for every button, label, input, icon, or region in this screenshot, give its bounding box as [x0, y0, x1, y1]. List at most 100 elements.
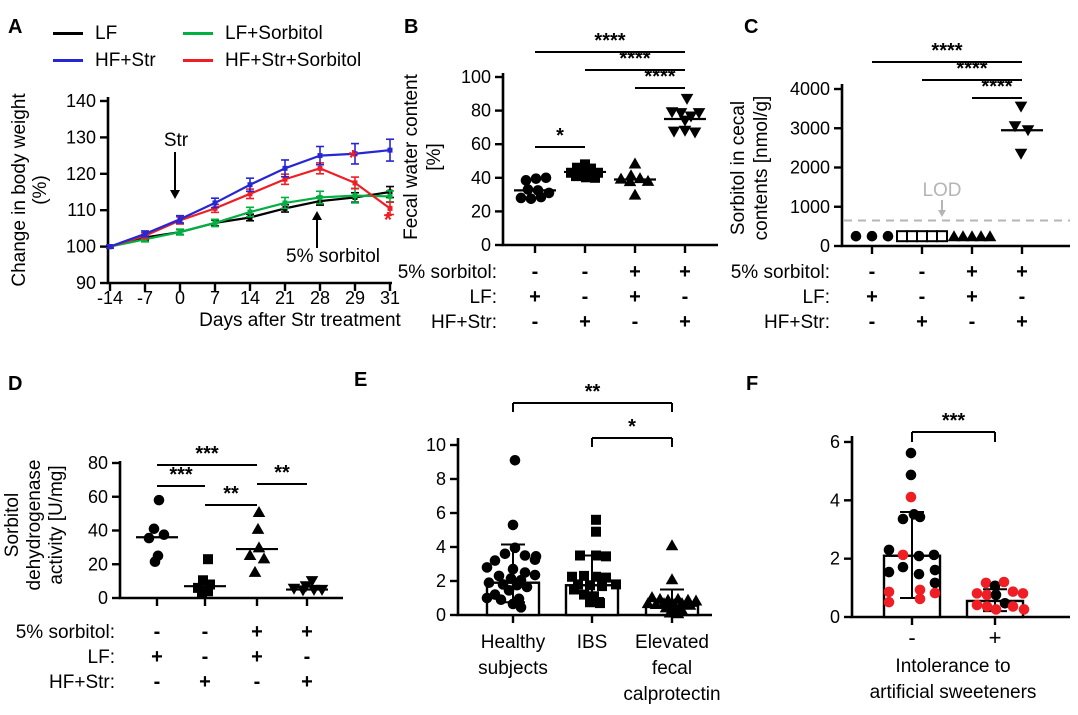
- data-point: [980, 577, 992, 589]
- y-tick-label: 6: [436, 503, 446, 523]
- series-marker: [317, 194, 323, 200]
- data-point: [495, 594, 507, 605]
- data-point: [1014, 101, 1028, 113]
- data-point: [628, 157, 642, 169]
- condition-value: -: [304, 646, 311, 668]
- data-point: [315, 584, 329, 596]
- y-tick-label: 40: [471, 168, 491, 188]
- data-point: [929, 577, 941, 589]
- data-point: [481, 562, 493, 573]
- group-label: -: [908, 625, 915, 650]
- condition-value: -: [919, 261, 926, 283]
- data-point: [896, 230, 908, 243]
- data-point: [641, 174, 655, 186]
- data-point: [965, 230, 979, 242]
- data-point: [296, 585, 310, 597]
- condition-value: -: [532, 311, 539, 333]
- data-point: [595, 598, 605, 609]
- data-point: [916, 230, 928, 243]
- group-label: fecal: [652, 658, 692, 679]
- data-point: [507, 563, 519, 575]
- condition-row-label: LF:: [470, 287, 497, 308]
- group-label: Healthy: [481, 632, 546, 653]
- condition-value: +: [679, 311, 691, 333]
- y-axis-title: dehydrogenase: [24, 460, 45, 591]
- significance-label: **: [585, 381, 601, 403]
- series-marker: [387, 147, 393, 153]
- data-point: [591, 526, 601, 537]
- y-tick-label: 0: [436, 605, 446, 625]
- y-tick-label: 4000: [790, 79, 830, 99]
- data-point: [914, 584, 926, 596]
- data-point: [591, 550, 601, 561]
- y-tick-label: 140: [66, 91, 96, 111]
- x-tick-label: 21: [275, 288, 295, 308]
- condition-row-label: LF:: [803, 287, 830, 308]
- data-point: [481, 592, 493, 604]
- data-point: [520, 175, 532, 186]
- y-axis-title: (%): [30, 175, 51, 205]
- data-point: [601, 551, 611, 562]
- legend-item-hf-str-sorbitol: HF+Str+Sorbitol: [183, 47, 361, 74]
- data-point: [990, 604, 1002, 615]
- y-tick-label: 2000: [790, 158, 830, 178]
- significance-label: ****: [644, 66, 675, 88]
- series-marker: [317, 165, 323, 171]
- series-marker: [387, 205, 393, 211]
- data-point: [591, 571, 601, 582]
- condition-value: +: [251, 621, 263, 643]
- data-point: [929, 587, 941, 599]
- data-point: [989, 580, 1001, 592]
- series-marker: [212, 200, 218, 206]
- group-label: subjects: [478, 658, 548, 679]
- data-point: [585, 597, 595, 608]
- panel-label-d: D: [8, 373, 23, 395]
- y-tick-label: 90: [76, 273, 96, 293]
- data-point: [529, 554, 541, 566]
- data-point: [883, 586, 895, 598]
- data-point: [947, 230, 961, 242]
- y-tick-label: 1000: [790, 197, 830, 217]
- data-point: [507, 598, 519, 610]
- data-point: [597, 581, 607, 592]
- series-marker: [352, 151, 358, 157]
- series-marker: [177, 216, 183, 222]
- data-point: [585, 580, 595, 591]
- series-marker: [282, 165, 288, 171]
- significance-label: **: [223, 483, 239, 505]
- data-point: [928, 549, 940, 561]
- x-axis-title: artificial sweeteners: [870, 682, 1037, 703]
- data-point: [663, 606, 677, 618]
- data-point: [678, 125, 692, 137]
- data-point: [611, 579, 621, 590]
- data-point: [571, 171, 581, 182]
- series-marker: [282, 200, 288, 206]
- data-point: [913, 550, 925, 562]
- arrow-down-icon: [938, 210, 946, 217]
- panel-label-f: F: [746, 373, 759, 395]
- condition-value: +: [966, 286, 978, 308]
- lf-sorbitol-line-swatch-icon: [183, 32, 213, 35]
- data-point: [1014, 148, 1028, 160]
- panel-label-a: A: [8, 16, 23, 38]
- data-point: [499, 548, 511, 560]
- data-point: [483, 577, 495, 588]
- x-tick-label: 28: [310, 288, 330, 308]
- y-tick-label: 40: [88, 521, 108, 541]
- condition-row-label: HF+Str:: [764, 312, 830, 333]
- y-axis-title: Sorbitol in cecal: [728, 101, 749, 235]
- data-point: [971, 588, 983, 599]
- data-point: [515, 602, 527, 613]
- data-point: [489, 555, 501, 566]
- arrow-down-icon: [170, 190, 180, 199]
- group-label: calprotectin: [623, 684, 720, 705]
- condition-value: -: [919, 286, 926, 308]
- series-marker: [142, 231, 148, 237]
- series-marker: [352, 180, 358, 186]
- annotation-text: 5% sorbitol: [286, 246, 380, 267]
- data-point: [535, 191, 547, 203]
- y-tick-label: 4: [830, 490, 840, 510]
- x-axis-title: Days after Str treatment: [199, 310, 401, 331]
- data-point: [503, 585, 515, 596]
